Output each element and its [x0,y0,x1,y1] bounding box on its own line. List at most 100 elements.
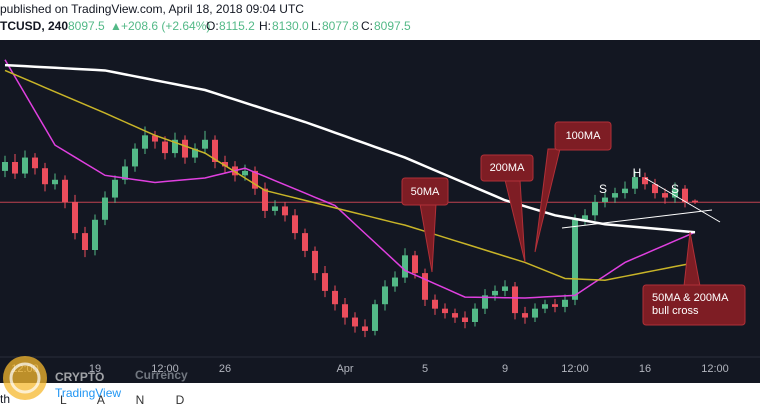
candle-body [132,148,138,167]
candle-body [162,141,168,154]
candle-body [392,277,398,287]
candle-body [432,299,438,309]
pattern-label: H [633,166,642,180]
candle-body [372,304,378,331]
x-tick-label: 12:00 [561,363,589,375]
candle-body [62,179,68,202]
moving-average-line [4,63,696,234]
candle-body [592,202,598,216]
candle-body [12,162,18,174]
candle-body [42,168,48,185]
candle-body [192,148,198,158]
candle-body [22,157,28,174]
x-tick-label: 12:00 [151,363,179,375]
logo-land: L A N D [60,393,198,407]
candle-body [82,233,88,250]
candle-body [302,233,308,251]
candle-body [452,313,458,318]
candle-body [572,219,578,300]
moving-average-line [4,69,696,281]
callout-box [642,284,746,326]
low-value: 8077.8 [322,19,359,33]
callout-box [480,154,534,182]
x-tick-label: 19 [89,363,101,375]
candle-body [122,166,128,180]
x-tick-label: 9 [502,363,508,375]
candle-body [352,317,358,327]
candle-body [282,206,288,216]
candle-body [322,273,328,291]
callouts [401,121,746,326]
callout-label: 50MA & 200MA [652,292,729,304]
candle-body [502,286,508,291]
candle-body [252,170,258,189]
candle-body [652,184,658,194]
x-tick-label: 12:00 [701,363,729,375]
callout-label: 100MA [566,130,602,142]
candle-body [632,177,638,189]
candle-body [152,135,158,142]
close-label: C: [361,19,373,33]
close-value: 8097.5 [374,19,411,33]
logo-currency: Currency [135,368,188,382]
candle-body [362,326,368,331]
candle-body [112,179,118,198]
x-tick-label: Apr [336,363,353,375]
symbol: TCUSD, 240 [0,19,68,33]
pattern-label: S [671,182,679,196]
candle-body [172,139,178,154]
candle-body [402,255,408,278]
candle-body [422,273,428,300]
candle-body [552,304,558,307]
candle-body [52,179,58,185]
price: 8097.5 [68,19,105,33]
pattern-lines [561,177,721,229]
candle-body [612,193,618,198]
tradingview-link: TradingView [55,386,121,400]
callout-label: 200MA [490,162,526,174]
callout-box [401,177,449,206]
high-label: H: [259,19,271,33]
trend-line [644,177,721,223]
cut-text: th [0,392,10,406]
change: +208.6 (+2.64%) [121,19,210,33]
candle-body [532,308,538,318]
candle-body [272,206,278,211]
candle-body [242,170,248,176]
pattern-label: S [599,182,607,196]
candle-body [622,188,628,194]
moving-average-line [4,59,696,299]
logo-crypto: CRYPTO [55,370,104,384]
candle-body [262,188,268,211]
x-tick-label: 16 [639,363,651,375]
candle-body [32,157,38,169]
high-value: 8130.0 [272,19,309,33]
candle-body [482,295,488,309]
candle-body [642,177,648,185]
candle-body [442,308,448,314]
candle-body [522,313,528,318]
low-label: L: [311,19,321,33]
candle-body [512,286,518,314]
candle-body [412,255,418,274]
candle-body [692,200,698,203]
candle-body [342,304,348,318]
candle-body [562,299,568,307]
candle-body [92,219,98,250]
candle-body [672,188,678,198]
candle-body [582,215,588,220]
candle-body [222,162,228,167]
candle-body [462,317,468,322]
neckline [561,209,713,229]
candle-body [682,188,688,202]
candle-body [142,135,148,149]
callout-box [554,121,612,151]
candle-body [182,139,188,158]
callout-pointer [534,148,561,253]
candle-body [472,308,478,322]
candle-body [102,197,108,220]
candle-body [662,193,668,198]
candle-body [292,215,298,234]
